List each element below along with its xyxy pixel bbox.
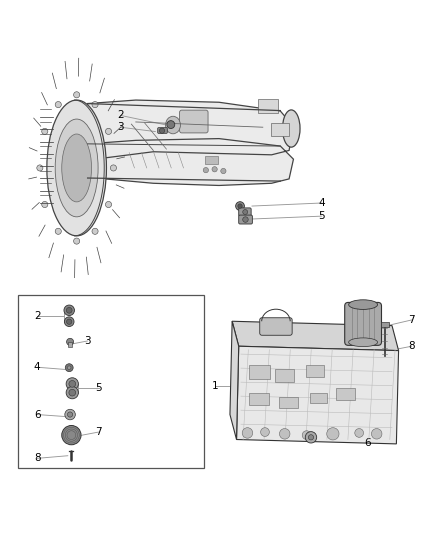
Text: 6: 6 xyxy=(364,438,371,448)
Circle shape xyxy=(106,128,112,134)
Circle shape xyxy=(65,409,75,420)
Circle shape xyxy=(67,366,71,369)
FancyBboxPatch shape xyxy=(260,318,292,335)
Circle shape xyxy=(305,432,317,443)
Circle shape xyxy=(66,378,78,390)
Circle shape xyxy=(67,338,74,345)
FancyBboxPatch shape xyxy=(239,208,251,216)
FancyBboxPatch shape xyxy=(310,393,327,403)
FancyBboxPatch shape xyxy=(381,322,389,327)
Ellipse shape xyxy=(166,116,180,134)
FancyBboxPatch shape xyxy=(306,366,324,377)
Circle shape xyxy=(69,381,76,387)
Ellipse shape xyxy=(349,338,378,346)
Circle shape xyxy=(308,435,314,440)
Text: 8: 8 xyxy=(408,341,415,351)
Circle shape xyxy=(42,201,48,207)
Text: 5: 5 xyxy=(318,211,325,221)
Circle shape xyxy=(66,386,78,399)
Text: 7: 7 xyxy=(408,315,415,325)
Circle shape xyxy=(42,128,48,134)
FancyBboxPatch shape xyxy=(180,110,208,133)
Text: 6: 6 xyxy=(34,409,41,419)
Circle shape xyxy=(67,412,73,417)
FancyBboxPatch shape xyxy=(279,397,298,408)
FancyBboxPatch shape xyxy=(258,99,278,113)
Circle shape xyxy=(106,201,112,207)
FancyBboxPatch shape xyxy=(271,123,289,136)
Circle shape xyxy=(62,425,81,445)
Circle shape xyxy=(221,168,226,174)
Circle shape xyxy=(355,429,364,437)
Polygon shape xyxy=(230,321,239,440)
Circle shape xyxy=(212,167,217,172)
Circle shape xyxy=(238,204,242,208)
FancyBboxPatch shape xyxy=(275,369,294,382)
Circle shape xyxy=(242,427,253,438)
Text: 3: 3 xyxy=(84,336,91,346)
Circle shape xyxy=(92,228,98,235)
FancyBboxPatch shape xyxy=(158,128,167,133)
Circle shape xyxy=(243,217,248,222)
Circle shape xyxy=(67,319,72,325)
Text: 2: 2 xyxy=(117,110,124,120)
Circle shape xyxy=(236,201,244,211)
Text: 2: 2 xyxy=(34,311,41,321)
Ellipse shape xyxy=(47,100,106,236)
Circle shape xyxy=(302,431,311,440)
Text: 8: 8 xyxy=(34,454,41,463)
Circle shape xyxy=(371,429,382,439)
FancyBboxPatch shape xyxy=(249,393,269,405)
Circle shape xyxy=(203,167,208,173)
Circle shape xyxy=(69,389,76,396)
Polygon shape xyxy=(232,321,399,351)
Circle shape xyxy=(64,305,74,316)
FancyBboxPatch shape xyxy=(239,215,252,224)
Text: 7: 7 xyxy=(95,427,102,437)
Ellipse shape xyxy=(283,110,300,147)
Circle shape xyxy=(167,120,175,128)
Text: 5: 5 xyxy=(95,383,102,393)
Text: 4: 4 xyxy=(318,198,325,208)
Circle shape xyxy=(65,364,73,372)
Circle shape xyxy=(74,92,80,98)
Circle shape xyxy=(74,238,80,244)
Circle shape xyxy=(110,165,117,171)
Circle shape xyxy=(55,102,61,108)
Circle shape xyxy=(327,427,339,440)
Circle shape xyxy=(159,128,165,133)
FancyBboxPatch shape xyxy=(345,302,381,345)
Circle shape xyxy=(279,429,290,439)
Bar xyxy=(68,342,72,346)
Circle shape xyxy=(55,228,61,235)
FancyBboxPatch shape xyxy=(249,365,270,379)
Polygon shape xyxy=(237,346,399,444)
Polygon shape xyxy=(85,100,293,185)
Circle shape xyxy=(261,427,269,437)
Bar xyxy=(18,295,204,468)
Circle shape xyxy=(64,317,74,327)
Circle shape xyxy=(66,308,72,313)
Circle shape xyxy=(37,165,43,171)
Text: 1: 1 xyxy=(212,381,219,391)
Text: 4: 4 xyxy=(34,362,41,372)
Ellipse shape xyxy=(55,119,98,217)
Text: 3: 3 xyxy=(117,122,124,132)
Ellipse shape xyxy=(349,300,378,310)
Circle shape xyxy=(243,209,247,214)
Ellipse shape xyxy=(62,134,92,202)
Circle shape xyxy=(92,102,98,108)
FancyBboxPatch shape xyxy=(205,156,218,164)
FancyBboxPatch shape xyxy=(336,388,355,400)
